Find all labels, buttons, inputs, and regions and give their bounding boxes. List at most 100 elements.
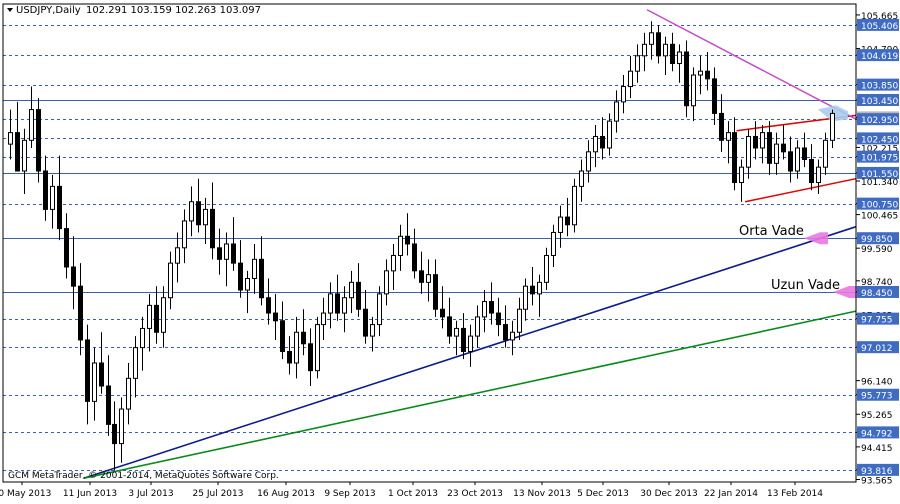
candle xyxy=(579,159,584,202)
candle-body xyxy=(642,43,647,57)
red-channel-lower xyxy=(744,177,857,203)
candle xyxy=(85,324,90,425)
candle-body xyxy=(816,166,821,184)
candle-body xyxy=(558,216,563,233)
y-tick-label-95.265: 95.265 xyxy=(861,411,893,421)
candle-body xyxy=(607,120,612,149)
y-tick-label-102.215: 102.215 xyxy=(861,144,898,154)
candle-body xyxy=(433,274,438,310)
candle-body xyxy=(419,270,424,283)
candle xyxy=(663,36,668,76)
x-tick-label-9: 5 Dec 2013 xyxy=(577,489,629,499)
level-label-103.450: 103.450 xyxy=(861,97,898,107)
candle xyxy=(523,278,528,321)
level-label-100.750: 100.750 xyxy=(861,201,898,211)
plot-frame xyxy=(2,3,857,483)
candle-body xyxy=(140,327,145,349)
candle-body xyxy=(287,350,292,364)
symbol-header: USDJPY,Daily xyxy=(16,5,81,16)
candle xyxy=(349,270,354,314)
candle xyxy=(503,305,508,348)
x-tick-label-8: 13 Nov 2013 xyxy=(513,489,571,499)
candle xyxy=(656,25,661,64)
candle-body xyxy=(315,324,320,372)
candle xyxy=(802,132,807,168)
candle-body xyxy=(57,185,62,230)
level-label-bg xyxy=(857,150,899,163)
candle xyxy=(384,259,389,306)
candle-body xyxy=(579,170,584,187)
y-tick-label-99.590: 99.590 xyxy=(861,245,893,255)
candle-body xyxy=(29,109,34,141)
candle xyxy=(628,55,633,99)
candle xyxy=(203,197,208,244)
candle xyxy=(774,132,779,175)
candle xyxy=(363,290,368,344)
candle-body xyxy=(447,316,452,337)
candle xyxy=(621,75,626,114)
candle-body xyxy=(510,331,515,341)
candle xyxy=(719,94,724,152)
candle-body xyxy=(454,327,459,337)
candle-body xyxy=(774,143,779,164)
candle xyxy=(175,232,180,283)
x-tick-label-2: 3 Jul 2013 xyxy=(128,489,173,499)
candle-body xyxy=(684,51,689,107)
candle-body xyxy=(698,70,703,76)
candle xyxy=(189,186,194,237)
candle xyxy=(558,205,563,248)
candle-body xyxy=(78,285,83,341)
candle-body xyxy=(308,343,313,372)
candle xyxy=(119,397,124,463)
candle-body xyxy=(154,304,159,333)
candle xyxy=(496,297,501,337)
candle-body xyxy=(572,185,577,226)
y-tick-label-100.465: 100.465 xyxy=(861,212,898,222)
candle xyxy=(530,266,535,306)
candle-body xyxy=(537,281,542,295)
level-label-105.406: 105.406 xyxy=(861,22,898,32)
candle xyxy=(635,44,640,83)
candle-body xyxy=(224,243,229,260)
candle-body xyxy=(475,316,480,337)
candle-body xyxy=(8,132,13,145)
candle-body xyxy=(753,135,758,149)
candle-body xyxy=(245,278,250,291)
candle-body xyxy=(301,331,306,345)
candle xyxy=(78,263,83,356)
candle xyxy=(210,182,215,260)
candle xyxy=(266,278,271,325)
level-label-bg xyxy=(857,113,899,126)
candle xyxy=(537,274,542,317)
candle-body xyxy=(321,312,326,326)
candle xyxy=(705,51,710,91)
candle-body xyxy=(739,166,744,184)
candle xyxy=(544,247,549,291)
candle xyxy=(517,297,522,340)
candle xyxy=(760,124,765,164)
candle xyxy=(412,228,417,279)
candle-body xyxy=(795,147,800,172)
candles xyxy=(8,21,835,471)
x-tick-label-1: 11 Jun 2013 xyxy=(63,489,117,499)
level-label-bg xyxy=(857,232,899,245)
candle-body xyxy=(830,112,835,141)
candle xyxy=(106,355,111,436)
candle-body xyxy=(649,32,654,45)
level-label-bg xyxy=(857,49,899,62)
candle-body xyxy=(635,55,640,72)
candle-body xyxy=(600,135,605,149)
candle-body xyxy=(328,293,333,314)
level-label-bg xyxy=(857,312,899,325)
candle xyxy=(377,286,382,337)
candle-body xyxy=(767,132,772,164)
candle-body xyxy=(50,185,55,210)
candle-body xyxy=(203,208,208,226)
candle-body xyxy=(349,281,354,299)
candle-body xyxy=(238,262,243,291)
candle-body xyxy=(468,335,473,352)
candle xyxy=(50,174,55,229)
candle xyxy=(335,274,340,321)
green-trendline xyxy=(83,310,857,479)
